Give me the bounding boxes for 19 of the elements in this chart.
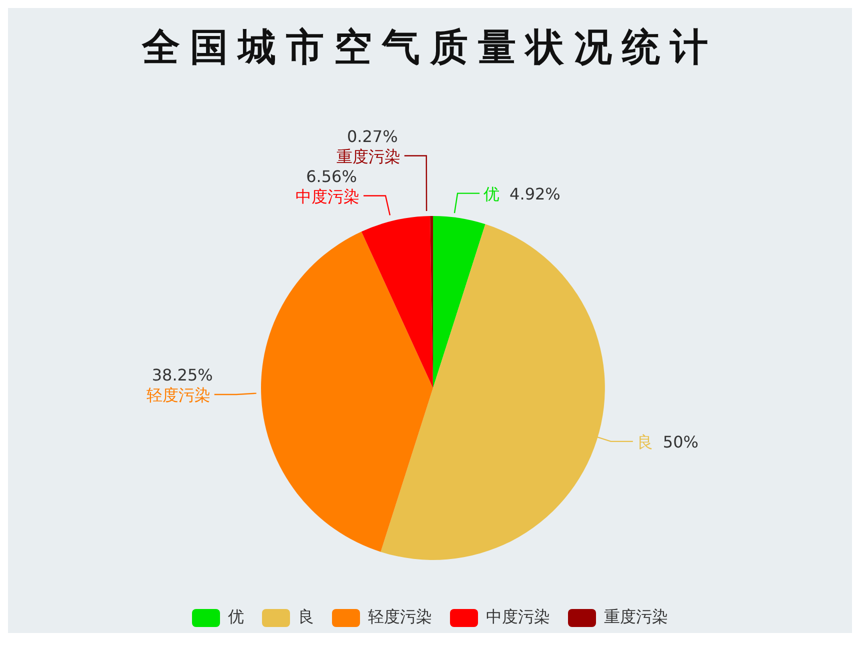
legend-label: 轻度污染	[368, 607, 432, 628]
legend-label: 中度污染	[486, 607, 550, 628]
data-label: 0.27%	[346, 126, 398, 146]
data-label: 38.25%	[152, 366, 213, 385]
slice-label: 良	[636, 432, 653, 452]
data-label: 4.92%	[510, 184, 560, 204]
slice-label: 轻度污染	[146, 386, 210, 405]
pie-slice	[433, 216, 486, 388]
chart-title: 全国城市空气质量状况统计	[140, 23, 719, 71]
pie-slice	[261, 232, 433, 552]
pie-slice	[361, 216, 433, 388]
slice-label: 优	[484, 184, 500, 204]
legend-label: 重度污染	[604, 607, 668, 628]
data-label: 50%	[662, 432, 698, 452]
slice-label: 重度污染	[336, 146, 400, 166]
slice-label: 中度污染	[296, 186, 360, 206]
data-label: 6.56%	[306, 166, 357, 186]
legend-label: 良	[298, 607, 314, 628]
legend-label: 优	[228, 607, 244, 628]
